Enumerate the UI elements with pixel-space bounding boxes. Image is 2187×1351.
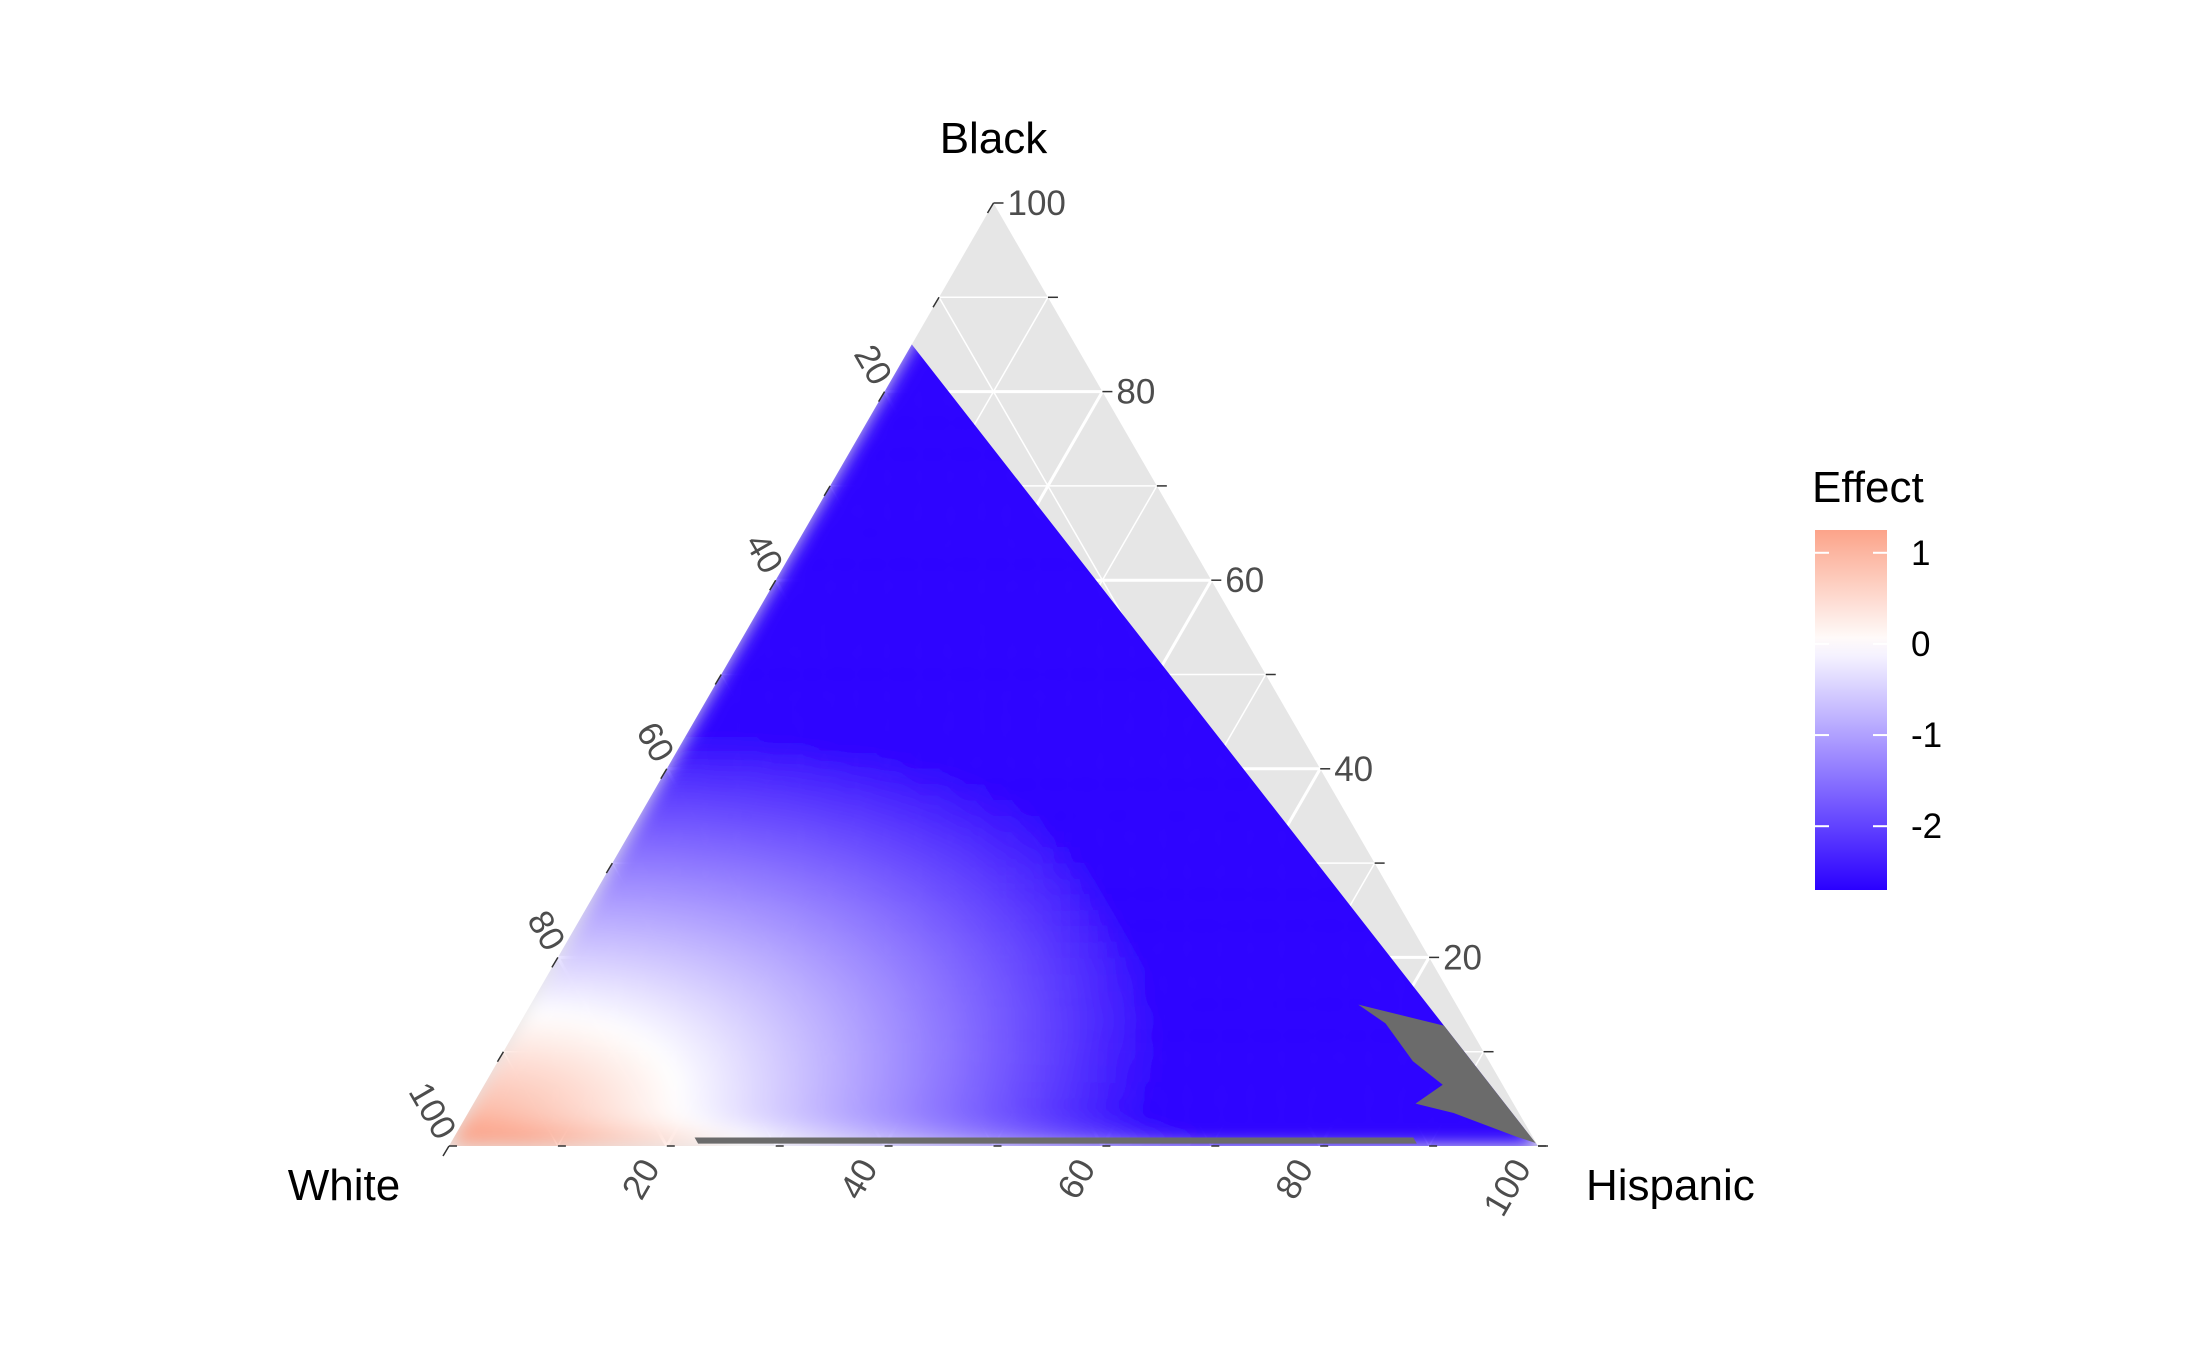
legend-colorbar [1815,530,1887,890]
legend-tick-label: 1 [1911,534,1930,573]
tick-right-80: 80 [1116,373,1155,412]
na-region [694,1004,1537,1144]
na-corner-blob [1358,1004,1537,1144]
tick-bottom-20: 20 [614,1153,667,1206]
tick-right-60: 60 [1225,561,1264,600]
apex-label-white: White [288,1161,400,1210]
tick-bottom-100: 100 [1476,1153,1539,1223]
tick-bottom-40: 40 [832,1153,885,1206]
tick-bottom-60: 60 [1050,1153,1103,1206]
tick-left-100: 100 [401,1076,464,1146]
tick-right-40: 40 [1334,750,1373,789]
apex-label-hispanic: Hispanic [1586,1161,1755,1210]
apex-label-black: Black [940,114,1049,163]
legend-tick-label: -1 [1911,716,1942,755]
legend-tick-label: 0 [1911,625,1930,664]
tick-right-20: 20 [1443,938,1482,977]
color-legend: Effect 1 0 -1 -2 [1812,463,1942,890]
legend-tick-label: -2 [1911,807,1942,846]
tick-bottom-80: 80 [1268,1153,1321,1206]
tick-right-100: 100 [1008,184,1066,223]
legend-title: Effect [1812,463,1924,512]
na-band [694,1137,1417,1144]
